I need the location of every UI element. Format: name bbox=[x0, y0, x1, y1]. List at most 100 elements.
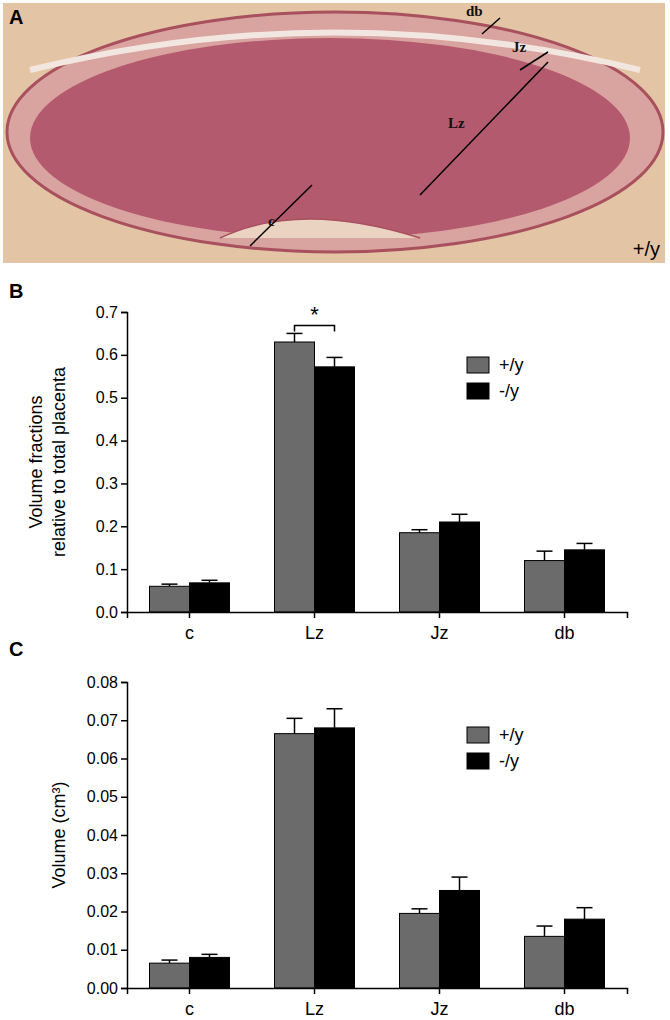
y-tick-mark bbox=[121, 526, 127, 528]
error-bar bbox=[287, 333, 303, 342]
y-tick: 0.02 bbox=[87, 903, 127, 920]
error-stem bbox=[584, 908, 586, 919]
error-bar bbox=[412, 909, 428, 914]
y-tick-label: 0.06 bbox=[87, 750, 118, 767]
y-tick-mark bbox=[121, 569, 127, 571]
bar bbox=[440, 890, 480, 988]
y-tick-label: 0.2 bbox=[96, 518, 118, 535]
error-cap bbox=[452, 876, 468, 878]
legend-label: -/y bbox=[499, 751, 519, 771]
panel-label: B bbox=[9, 280, 23, 302]
x-tick-mark bbox=[439, 612, 441, 618]
region-pointer bbox=[482, 18, 500, 34]
plot-area bbox=[150, 709, 605, 988]
bar bbox=[315, 367, 355, 612]
error-bar bbox=[537, 926, 553, 936]
error-cap bbox=[412, 529, 428, 531]
legend: +/y-/y bbox=[467, 355, 524, 401]
error-bar bbox=[537, 551, 553, 560]
legend-swatch bbox=[467, 727, 489, 743]
y-tick-mark bbox=[121, 612, 127, 614]
bar bbox=[565, 919, 605, 988]
y-axis: 0.00.10.20.30.40.50.60.7 bbox=[96, 304, 128, 621]
y-axis-title: Volume (cm³) bbox=[49, 781, 69, 888]
bar bbox=[440, 522, 480, 612]
y-tick: 0.04 bbox=[87, 827, 127, 844]
legend-label: -/y bbox=[499, 381, 519, 401]
region-label: Lz bbox=[448, 115, 465, 131]
y-axis-line bbox=[121, 313, 128, 613]
x-tick: c bbox=[185, 988, 194, 1019]
y-tick: 0.0 bbox=[96, 604, 127, 621]
y-tick-mark bbox=[121, 440, 127, 442]
x-tick-label: c bbox=[185, 999, 194, 1019]
bar bbox=[190, 957, 230, 988]
y-tick: 0.1 bbox=[96, 561, 127, 578]
y-tick: 0.05 bbox=[87, 788, 127, 805]
y-tick-mark bbox=[121, 355, 127, 357]
region-label: c bbox=[268, 213, 275, 229]
y-tick-mark bbox=[121, 835, 127, 837]
y-tick-label: 0.04 bbox=[87, 827, 118, 844]
x-tick-mark bbox=[314, 988, 316, 994]
y-tick: 0.6 bbox=[96, 346, 127, 363]
decidua-gap bbox=[30, 33, 640, 71]
y-tick-mark bbox=[121, 720, 127, 722]
bar bbox=[190, 583, 230, 612]
region-pointer bbox=[250, 185, 312, 246]
error-bar bbox=[452, 514, 468, 522]
x-tick-label: Lz bbox=[305, 999, 324, 1019]
y-tick: 0.08 bbox=[87, 674, 127, 691]
x-axis: cLzJzdb bbox=[128, 612, 628, 643]
error-bar bbox=[162, 584, 178, 586]
bar bbox=[275, 342, 315, 612]
x-tick-mark bbox=[564, 612, 566, 618]
error-bar bbox=[162, 960, 178, 963]
x-tick: Lz bbox=[305, 988, 324, 1019]
error-bar bbox=[327, 709, 343, 728]
y-tick-label: 0.3 bbox=[96, 475, 118, 492]
x-tick-label: Lz bbox=[305, 623, 324, 643]
region-pointer bbox=[420, 62, 548, 195]
x-tick-label: Jz bbox=[431, 999, 449, 1019]
error-cap bbox=[287, 333, 303, 335]
error-stem bbox=[334, 357, 336, 366]
error-stem bbox=[294, 333, 296, 342]
error-bar bbox=[327, 357, 343, 366]
legend: +/y-/y bbox=[467, 725, 524, 771]
error-bar bbox=[577, 543, 593, 549]
y-tick: 0.07 bbox=[87, 712, 127, 729]
y-tick-mark bbox=[121, 950, 127, 952]
significance-mark: * bbox=[310, 302, 319, 327]
y-tick-label: 0.1 bbox=[96, 561, 118, 578]
error-cap bbox=[412, 908, 428, 910]
x-tick: Jz bbox=[431, 988, 449, 1019]
error-cap bbox=[202, 580, 218, 582]
y-tick-label: 0.01 bbox=[87, 941, 118, 958]
bar bbox=[525, 561, 565, 612]
error-cap bbox=[577, 543, 593, 545]
plot-area bbox=[150, 333, 605, 612]
y-tick-label: 0.7 bbox=[96, 304, 118, 321]
y-tick-mark bbox=[121, 682, 127, 684]
error-stem bbox=[294, 718, 296, 733]
legend-swatch bbox=[467, 357, 489, 373]
error-cap bbox=[537, 925, 553, 927]
error-cap bbox=[162, 959, 178, 961]
bar bbox=[400, 913, 440, 988]
y-tick: 0.03 bbox=[87, 865, 127, 882]
x-tick: db bbox=[554, 612, 574, 643]
placenta-outline bbox=[7, 12, 663, 252]
x-tick: Lz bbox=[305, 612, 324, 643]
error-bar bbox=[202, 954, 218, 957]
error-bar bbox=[577, 908, 593, 919]
image-panel: dbJzLzc+/yA bbox=[3, 3, 665, 263]
y-axis-title: Volume fractions bbox=[26, 395, 46, 528]
y-axis: 0.000.010.020.030.040.050.060.070.08 bbox=[87, 674, 128, 997]
error-stem bbox=[544, 926, 546, 936]
error-cap bbox=[452, 514, 468, 516]
y-axis-title: relative to total placenta bbox=[49, 366, 69, 557]
x-tick-label: c bbox=[185, 623, 194, 643]
y-tick: 0.01 bbox=[87, 941, 127, 958]
y-tick-mark bbox=[121, 797, 127, 799]
